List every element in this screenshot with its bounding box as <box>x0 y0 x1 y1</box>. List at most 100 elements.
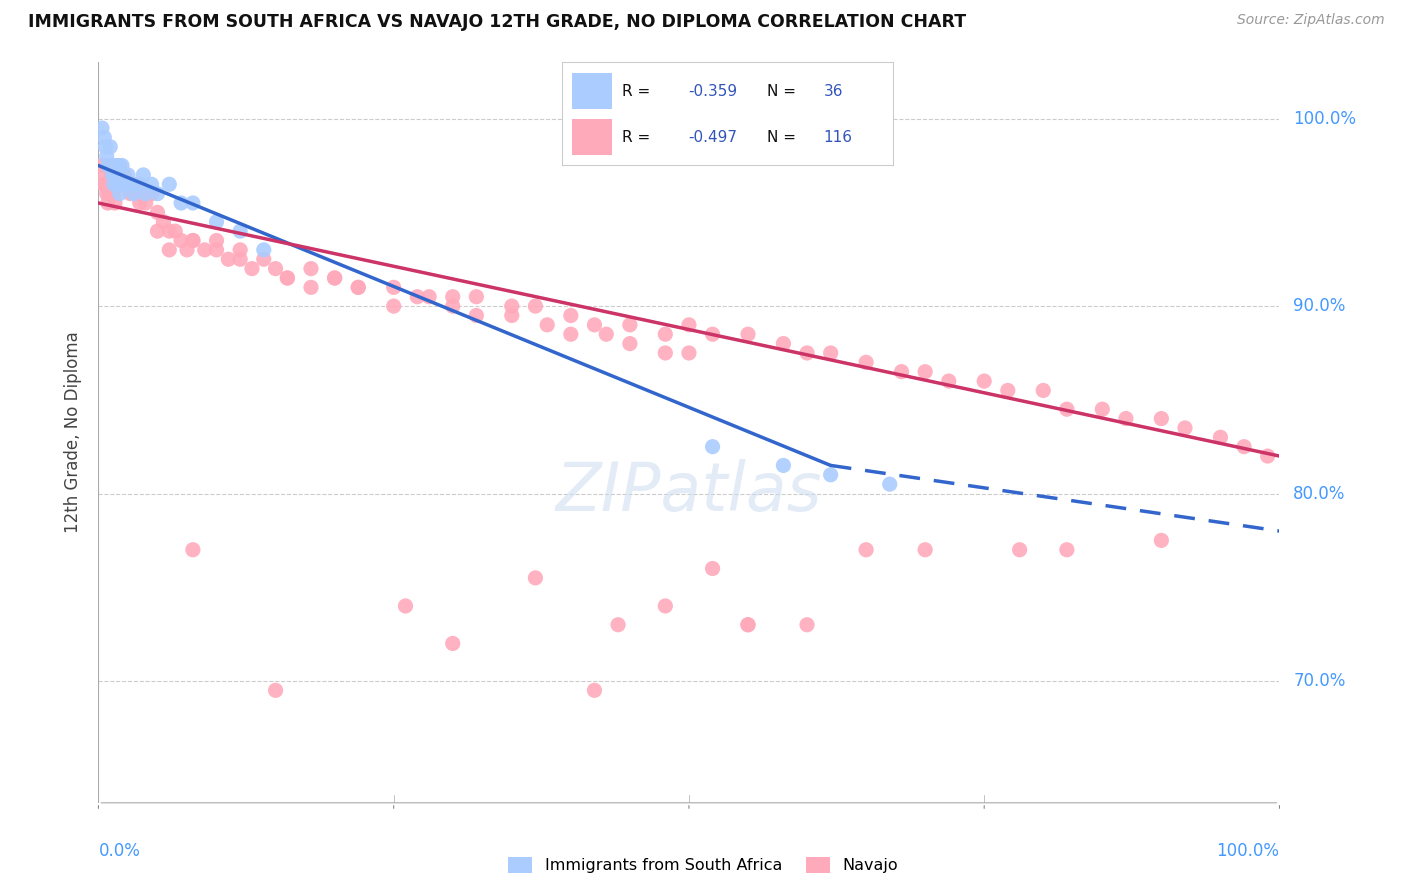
Point <box>112 178 135 192</box>
Point <box>97 196 120 211</box>
Point <box>103 186 125 201</box>
Point <box>1174 421 1197 435</box>
Point <box>141 186 163 201</box>
Point <box>914 365 936 379</box>
Point <box>146 224 169 238</box>
Point <box>855 355 877 369</box>
Point <box>146 186 169 201</box>
Point <box>524 571 547 585</box>
Text: 90.0%: 90.0% <box>1294 297 1346 315</box>
Point <box>382 280 405 294</box>
Point <box>117 178 139 192</box>
Point <box>501 309 523 323</box>
Point <box>737 617 759 632</box>
Point <box>702 327 724 342</box>
Point <box>1091 402 1114 417</box>
Point <box>394 599 416 613</box>
Point <box>323 271 346 285</box>
Point <box>117 168 139 182</box>
Point <box>146 205 169 219</box>
Point <box>347 280 370 294</box>
Point <box>93 168 115 182</box>
Point <box>737 327 759 342</box>
Point <box>181 234 204 248</box>
Point <box>619 336 641 351</box>
Point <box>96 149 118 163</box>
Point <box>501 299 523 313</box>
Point <box>98 159 121 173</box>
Point <box>121 178 143 192</box>
Point <box>914 542 936 557</box>
Point <box>737 617 759 632</box>
Point <box>122 178 145 192</box>
Point <box>820 467 842 482</box>
Text: N =: N = <box>768 84 796 99</box>
Point <box>135 186 157 201</box>
Point <box>105 159 128 173</box>
Point <box>264 261 287 276</box>
Point <box>205 243 228 257</box>
Point <box>796 617 818 632</box>
Point <box>94 140 117 154</box>
Point <box>181 234 204 248</box>
Point <box>276 271 298 285</box>
Point <box>110 168 132 182</box>
Point <box>406 290 429 304</box>
Point <box>583 683 606 698</box>
Point <box>229 224 252 238</box>
Point <box>181 196 204 211</box>
Point <box>1150 533 1173 548</box>
Text: 80.0%: 80.0% <box>1294 484 1346 502</box>
Point <box>135 196 157 211</box>
Point <box>205 234 228 248</box>
Point <box>97 159 120 173</box>
Text: R =: R = <box>621 130 650 145</box>
Point <box>654 599 676 613</box>
Point <box>1209 430 1232 444</box>
Point <box>1150 411 1173 425</box>
Y-axis label: 12th Grade, No Diploma: 12th Grade, No Diploma <box>63 332 82 533</box>
Point <box>105 178 128 192</box>
Point <box>382 299 405 313</box>
Point <box>94 178 117 192</box>
Point <box>100 168 122 182</box>
Point <box>678 346 700 360</box>
Text: N =: N = <box>768 130 796 145</box>
Text: 0.0%: 0.0% <box>98 842 141 860</box>
Point <box>465 290 488 304</box>
Point <box>418 290 440 304</box>
Point <box>165 224 187 238</box>
Point <box>1056 542 1078 557</box>
Point <box>441 299 464 313</box>
Point <box>91 159 114 173</box>
Point <box>132 186 155 201</box>
Point <box>323 271 346 285</box>
Point <box>217 252 239 267</box>
Point <box>796 346 818 360</box>
Point <box>654 346 676 360</box>
Point <box>536 318 558 332</box>
Point <box>855 542 877 557</box>
Point <box>820 346 842 360</box>
Point <box>702 440 724 454</box>
Point <box>240 261 263 276</box>
Point <box>132 168 155 182</box>
Point <box>276 271 298 285</box>
Point <box>1056 402 1078 417</box>
Text: -0.359: -0.359 <box>688 84 737 99</box>
Point <box>890 365 912 379</box>
Point <box>112 168 135 182</box>
Point <box>152 215 174 229</box>
Point <box>104 196 127 211</box>
Point <box>91 178 114 192</box>
Point <box>347 280 370 294</box>
Point <box>299 261 322 276</box>
Point <box>107 159 129 173</box>
Point <box>110 178 132 192</box>
Point <box>607 617 630 632</box>
Point <box>772 336 794 351</box>
Text: 100.0%: 100.0% <box>1294 110 1357 128</box>
Point <box>98 159 121 173</box>
Point <box>938 374 960 388</box>
Point <box>702 561 724 575</box>
